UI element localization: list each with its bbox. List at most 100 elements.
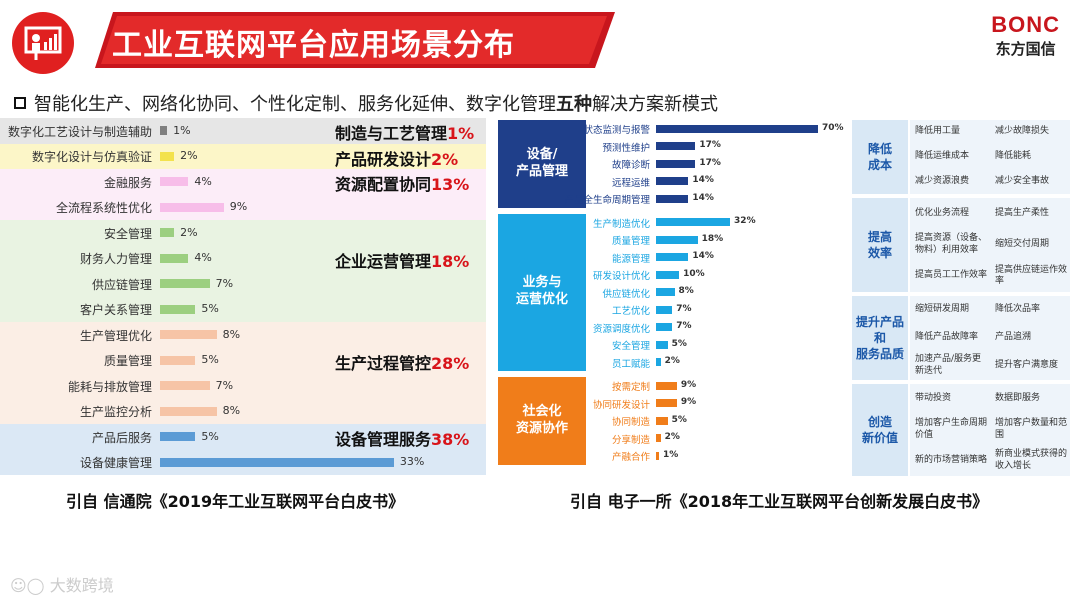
- benefit-block: [910, 120, 1070, 194]
- row-label: 安全管理: [103, 226, 152, 241]
- bar: [160, 304, 196, 314]
- benefit-item: 增加客户生命周期价值: [915, 418, 988, 440]
- group-band: [0, 143, 486, 169]
- benefit-item: 产品追溯: [995, 332, 1032, 343]
- row-label: 生产管理优化: [79, 328, 152, 343]
- category-label: 社会化: [522, 403, 562, 419]
- benefit-category-label: 服务品质: [855, 347, 904, 362]
- benefit-category-label: 成本: [867, 158, 892, 172]
- row-label: 财务人力管理: [79, 252, 152, 267]
- bar-value-label: 7%: [676, 303, 692, 314]
- bar-value-label: 17%: [699, 140, 721, 151]
- group-label-percent: 13%: [431, 175, 470, 194]
- bar: [656, 305, 673, 314]
- row-label: 质量管理: [103, 354, 152, 369]
- group-label: 设备管理服务38%: [335, 426, 469, 450]
- row-label: 数字化工艺设计与制造辅助: [7, 124, 152, 139]
- bar-value-label: 1%: [663, 449, 679, 460]
- bar: [160, 432, 196, 442]
- benefit-item: 降低运维成本: [915, 151, 970, 162]
- bar-value-label: 8%: [222, 404, 241, 418]
- benefit-item: 降低用工量: [915, 126, 961, 137]
- row-label: 生产监控分析: [79, 405, 152, 420]
- bar-value-label: 5%: [201, 353, 219, 367]
- row-label: 能源管理: [611, 253, 650, 265]
- benefit-category-label: 新价值: [861, 431, 898, 445]
- category-label: 运营优化: [515, 292, 568, 308]
- benefit-category: 创造 新价值: [852, 384, 908, 476]
- row-label: 预测性维护: [602, 142, 650, 154]
- bar-value-label: 9%: [680, 379, 697, 390]
- row-label: 协同研发设计: [592, 399, 650, 411]
- bar: [656, 142, 696, 151]
- bar-value-label: 5%: [201, 429, 219, 443]
- bar-value-label: 10%: [683, 268, 705, 279]
- benefit-category: 提高 效率: [852, 198, 908, 292]
- benefit-item: 提高资源（设备、物料）利用效率: [915, 233, 988, 255]
- bar: [656, 177, 689, 186]
- row-label: 质量管理: [611, 236, 650, 248]
- bar: [160, 381, 210, 391]
- subtitle-text-after: 解决方案新模式: [592, 94, 718, 115]
- bar-value-label: 33%: [399, 455, 425, 469]
- benefit-item: 提高供应链运作效率: [995, 264, 1068, 287]
- bar: [656, 340, 668, 349]
- bar: [656, 270, 680, 279]
- bar: [160, 355, 196, 365]
- group-band: [0, 118, 486, 144]
- category-block: 业务与 运营优化: [498, 213, 586, 371]
- row-label: 安全管理: [611, 341, 650, 353]
- bar-value-label: 32%: [734, 216, 756, 227]
- bar: [160, 279, 210, 289]
- benefit-item: 缩短交付周期: [995, 239, 1050, 250]
- watermark-logo-icon: ☺◯: [10, 576, 45, 595]
- application-distribution-chart: 数字化工艺设计与制造辅助 1% 制造与工艺管理1% 数字化设计与仿真验证 2% 产品研发设…: [0, 118, 486, 478]
- group-label-name: 设备管理服务: [335, 430, 432, 449]
- row-label: 全流程系统性优化: [55, 201, 152, 216]
- bar: [160, 253, 189, 263]
- presentation-icon: [12, 12, 74, 74]
- bar-value-label: 2%: [664, 356, 680, 367]
- group-label-name: 产品研发设计: [335, 149, 432, 169]
- benefit-item: 提升客户满意度: [995, 360, 1059, 371]
- bar: [160, 228, 175, 238]
- left-citation: 引自 信通院《2019年工业互联网平台白皮书》: [66, 492, 405, 511]
- title-banner: [95, 12, 615, 68]
- row-label: 工艺优化: [611, 306, 650, 318]
- bar-value-label: 7%: [676, 321, 692, 332]
- benefit-block: [910, 198, 1070, 292]
- bar: [160, 330, 217, 340]
- row-label: 协同制造: [611, 417, 650, 429]
- bar-value-label: 9%: [229, 200, 248, 214]
- bar-value-label: 14%: [692, 192, 714, 203]
- page-title: 工业互联网平台应用场景分布: [112, 28, 515, 63]
- bar: [160, 151, 175, 161]
- bar-value-label: 2%: [180, 149, 198, 163]
- bar-value-label: 70%: [822, 122, 844, 133]
- group-label-name: 生产过程管控: [335, 354, 432, 374]
- group-label-percent: 38%: [431, 430, 470, 449]
- benefit-item: 带动投资: [915, 393, 952, 404]
- bar-value-label: 8%: [222, 327, 241, 341]
- group-label-name: 制造与工艺管理: [335, 124, 448, 143]
- row-label: 供应链管理: [91, 277, 152, 292]
- category-label: 业务与: [522, 275, 562, 291]
- benefit-item: 提高生产柔性: [995, 207, 1050, 218]
- bar-value-label: 7%: [215, 378, 234, 392]
- bar-value-label: 4%: [194, 251, 212, 265]
- benefit-category-label: 提高: [867, 229, 892, 244]
- bar: [160, 406, 217, 416]
- bar: [160, 177, 189, 187]
- bar-value-label: 18%: [701, 233, 724, 244]
- row-label: 能耗与排放管理: [67, 379, 152, 394]
- benefit-category-label: 效率: [867, 246, 892, 260]
- group-label-name: 资源配置协同: [335, 175, 432, 194]
- benefit-item: 增加客户数量和范围: [995, 418, 1068, 440]
- bar-value-label: 5%: [201, 302, 219, 316]
- row-label: 分享制造: [611, 434, 650, 446]
- benefit-item: 缩短研发周期: [915, 304, 970, 315]
- subtitle-text-bold: 五种: [556, 94, 592, 115]
- bar-value-label: 14%: [692, 251, 714, 262]
- benefit-category-label: 创造: [867, 414, 892, 429]
- row-label: 员工赋能: [611, 358, 650, 370]
